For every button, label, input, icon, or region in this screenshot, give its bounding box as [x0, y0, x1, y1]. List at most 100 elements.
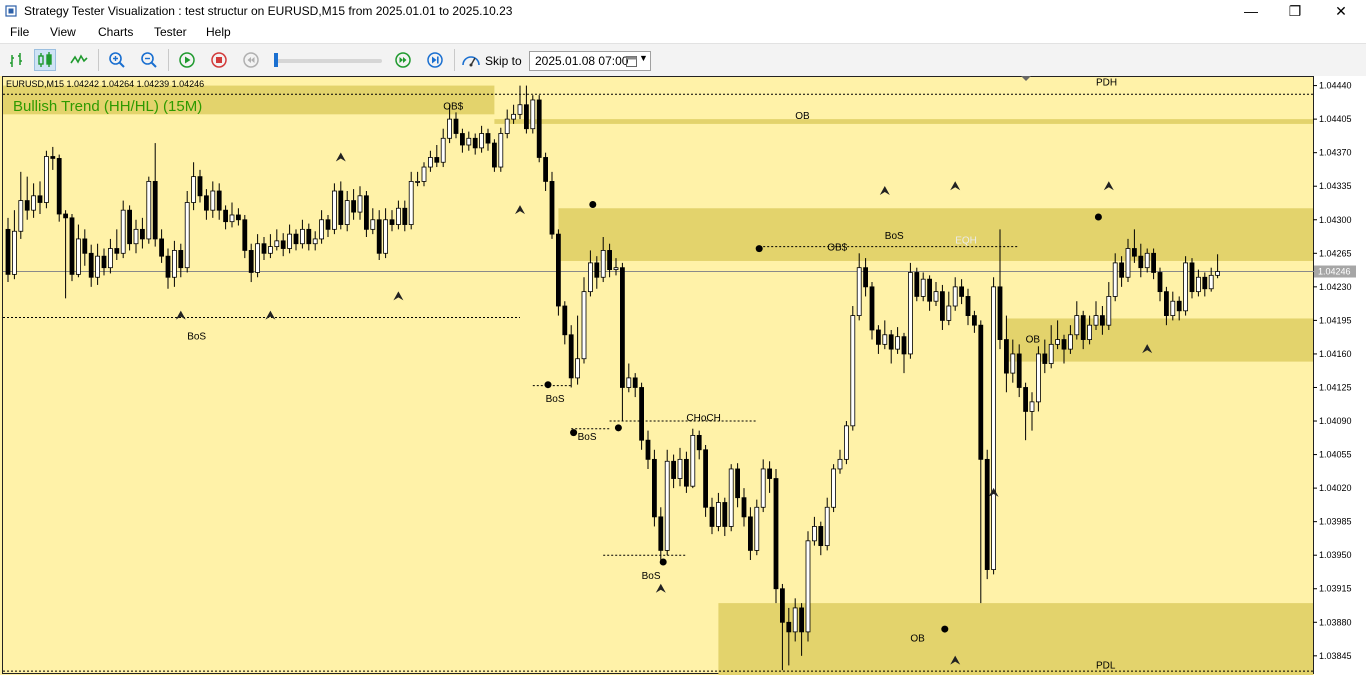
candle — [159, 229, 165, 263]
speed-slider-thumb[interactable] — [274, 53, 278, 67]
y-tick-label: 1.03985 — [1319, 517, 1352, 527]
scroll-marker-icon[interactable] — [1021, 76, 1031, 81]
menu-file[interactable]: File — [10, 25, 30, 39]
candle — [1087, 315, 1092, 345]
chevron-down-icon[interactable]: ▼ — [639, 53, 648, 63]
candle — [1202, 272, 1208, 297]
speed-icon[interactable] — [460, 49, 482, 71]
speed-slider[interactable] — [274, 59, 382, 63]
y-tick-label: 1.04020 — [1319, 483, 1352, 493]
current-price-label: 1.04246 — [1318, 267, 1351, 277]
structure-label: BoS — [642, 571, 661, 582]
candle — [312, 231, 318, 251]
candle — [517, 85, 523, 120]
candlestick-icon[interactable] — [34, 49, 56, 71]
swing-point-icon — [1094, 213, 1102, 221]
swing-point-icon — [589, 201, 597, 209]
candle — [139, 217, 145, 249]
candle — [184, 191, 190, 273]
y-tick-label: 1.04265 — [1319, 248, 1352, 258]
price-chart[interactable]: OB$ OB OB$ BoS EQH BoS OB BoS BoS CHoCH BoS OB PDH PD… — [0, 76, 1366, 675]
toolbar: Skip to 2025.01.08 07:00 ▼ — [0, 43, 1366, 77]
candle — [248, 243, 254, 283]
candle — [965, 288, 971, 326]
candle — [274, 229, 280, 251]
candle — [1164, 286, 1169, 326]
menu-charts[interactable]: Charts — [98, 25, 134, 39]
y-tick-label: 1.03950 — [1319, 550, 1352, 560]
candle — [331, 183, 337, 235]
candle — [1029, 392, 1035, 431]
candle — [76, 224, 81, 278]
candle — [402, 200, 408, 232]
candle — [255, 234, 261, 278]
zoom-in-icon[interactable] — [106, 49, 128, 71]
play-icon[interactable] — [176, 49, 198, 71]
candle — [575, 315, 580, 385]
candle — [427, 150, 433, 172]
candle — [626, 363, 632, 393]
candle — [946, 291, 952, 326]
candle — [639, 382, 644, 450]
calendar-icon[interactable] — [626, 55, 637, 67]
candle — [728, 464, 734, 532]
close-button[interactable]: ✕ — [1335, 2, 1347, 19]
candle — [191, 162, 197, 211]
candle — [287, 224, 293, 254]
candle — [940, 284, 945, 330]
y-tick-label: 1.04440 — [1319, 81, 1352, 91]
candle — [850, 306, 856, 431]
candle — [799, 603, 804, 656]
y-tick-label: 1.03880 — [1319, 617, 1352, 627]
candle — [351, 189, 357, 220]
trend-label: Bullish Trend (HH/HL) (15M) — [13, 98, 202, 115]
candle — [658, 507, 664, 560]
candle — [24, 176, 30, 220]
candle — [1189, 258, 1195, 299]
menu-bar: File View Charts Tester Help — [0, 22, 1366, 42]
skip-to-label: Skip to — [485, 54, 522, 68]
candle — [203, 189, 209, 220]
candle — [50, 146, 56, 170]
candle — [319, 210, 325, 244]
candle — [1016, 344, 1022, 398]
y-tick-label: 1.04195 — [1319, 315, 1352, 325]
candle — [1010, 339, 1016, 383]
candle — [511, 104, 517, 124]
fractal-arrow-icon — [1103, 181, 1114, 191]
maximize-button[interactable]: ❐ — [1288, 2, 1302, 19]
candle — [1144, 248, 1150, 273]
stop-icon[interactable] — [208, 49, 230, 71]
y-tick-label: 1.04125 — [1319, 382, 1352, 392]
minimize-button[interactable]: — — [1244, 3, 1258, 19]
candle — [440, 128, 446, 168]
skip-end-icon[interactable] — [424, 49, 446, 71]
menu-view[interactable]: View — [50, 25, 76, 39]
skip-to-datetime-input[interactable]: 2025.01.08 07:00 ▼ — [529, 51, 651, 71]
line-chart-icon[interactable] — [68, 49, 90, 71]
fast-forward-icon[interactable] — [392, 49, 414, 71]
candle — [363, 191, 369, 238]
menu-help[interactable]: Help — [206, 25, 231, 39]
candle — [645, 430, 651, 469]
candle — [63, 210, 68, 299]
candle — [1138, 243, 1144, 278]
zoom-out-icon[interactable] — [138, 49, 160, 71]
candle — [101, 248, 107, 276]
candle — [267, 234, 273, 259]
candle — [127, 205, 132, 251]
fractal-arrow-icon — [988, 487, 999, 497]
candle — [978, 320, 984, 604]
candle — [88, 244, 94, 287]
bar-chart-icon[interactable] — [6, 49, 28, 71]
structure-label: OB — [795, 111, 810, 122]
menu-tester[interactable]: Tester — [154, 25, 187, 39]
skip-to-value: 2025.01.08 07:00 — [535, 54, 629, 68]
candle — [1196, 269, 1201, 297]
candle — [1055, 320, 1060, 350]
candle — [178, 243, 184, 278]
candle — [1068, 325, 1073, 354]
rewind-icon[interactable] — [240, 49, 262, 71]
y-tick-label: 1.03915 — [1319, 584, 1352, 594]
candle — [677, 447, 683, 487]
